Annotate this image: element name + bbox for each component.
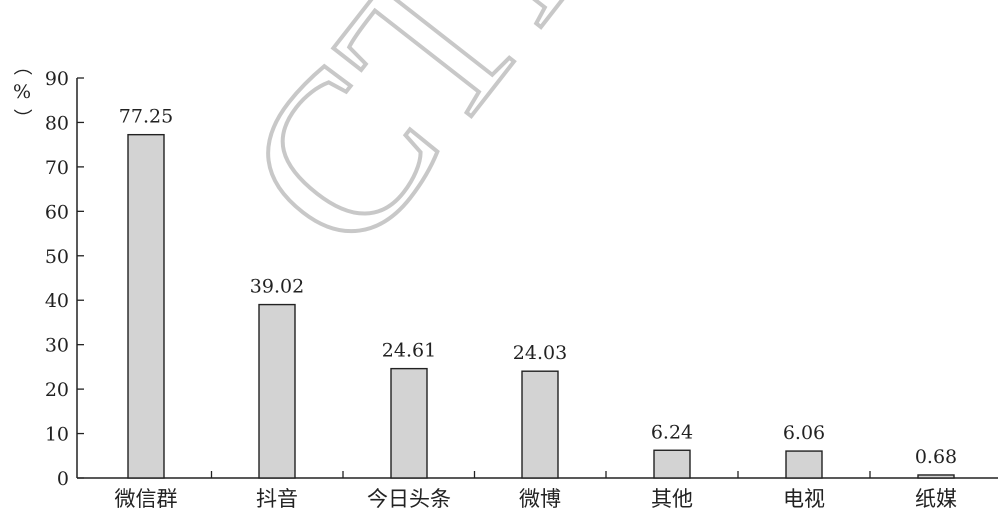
bar bbox=[785, 450, 823, 479]
x-category-label: 微博 bbox=[519, 487, 561, 511]
data-value-label: 6.24 bbox=[651, 421, 693, 443]
bar bbox=[258, 303, 296, 479]
x-category-label: 今日头条 bbox=[367, 487, 451, 511]
x-category-label: 电视 bbox=[783, 487, 825, 511]
y-axis-label-part: ） bbox=[11, 108, 33, 127]
bars bbox=[127, 133, 955, 479]
bar bbox=[390, 367, 428, 479]
bar bbox=[917, 474, 955, 479]
data-value-label: 24.03 bbox=[513, 342, 567, 364]
y-tick-label: 50 bbox=[45, 246, 69, 268]
data-value-label: 24.61 bbox=[382, 340, 436, 362]
watermark: CTP bbox=[193, 0, 654, 296]
x-axis-labels: 微信群 抖音 今日头条 微博 其他 电视 纸媒 bbox=[115, 487, 958, 511]
y-tick-label: 40 bbox=[45, 290, 69, 312]
y-axis-label-part: % bbox=[13, 81, 31, 103]
y-tick-label: 30 bbox=[45, 335, 69, 357]
y-tick-label: 10 bbox=[45, 424, 69, 446]
y-tick-label: 60 bbox=[45, 201, 69, 223]
data-value-label: 6.06 bbox=[783, 422, 825, 444]
x-category-label: 抖音 bbox=[256, 487, 298, 511]
data-value-label: 77.25 bbox=[119, 106, 173, 128]
bar bbox=[521, 370, 559, 479]
y-tick-label: 20 bbox=[45, 379, 69, 401]
y-axis-ticks: 0 10 20 30 40 50 60 70 80 90 bbox=[45, 68, 84, 490]
data-labels: 77.25 39.02 24.61 24.03 6.24 6.06 0.68 bbox=[119, 106, 957, 468]
bar bbox=[127, 133, 165, 479]
x-category-label: 其他 bbox=[651, 487, 693, 511]
x-category-label: 纸媒 bbox=[915, 487, 957, 511]
y-axis-label: （% ） bbox=[11, 56, 33, 127]
y-tick-label: 0 bbox=[57, 468, 69, 490]
y-tick-label: 70 bbox=[45, 157, 69, 179]
data-value-label: 39.02 bbox=[250, 276, 304, 298]
x-category-label: 微信群 bbox=[115, 487, 178, 511]
y-tick-label: 80 bbox=[45, 112, 69, 134]
data-value-label: 0.68 bbox=[915, 446, 957, 468]
bar bbox=[653, 449, 691, 479]
y-axis-label-part: （ bbox=[11, 56, 33, 75]
y-tick-label: 90 bbox=[45, 68, 69, 90]
